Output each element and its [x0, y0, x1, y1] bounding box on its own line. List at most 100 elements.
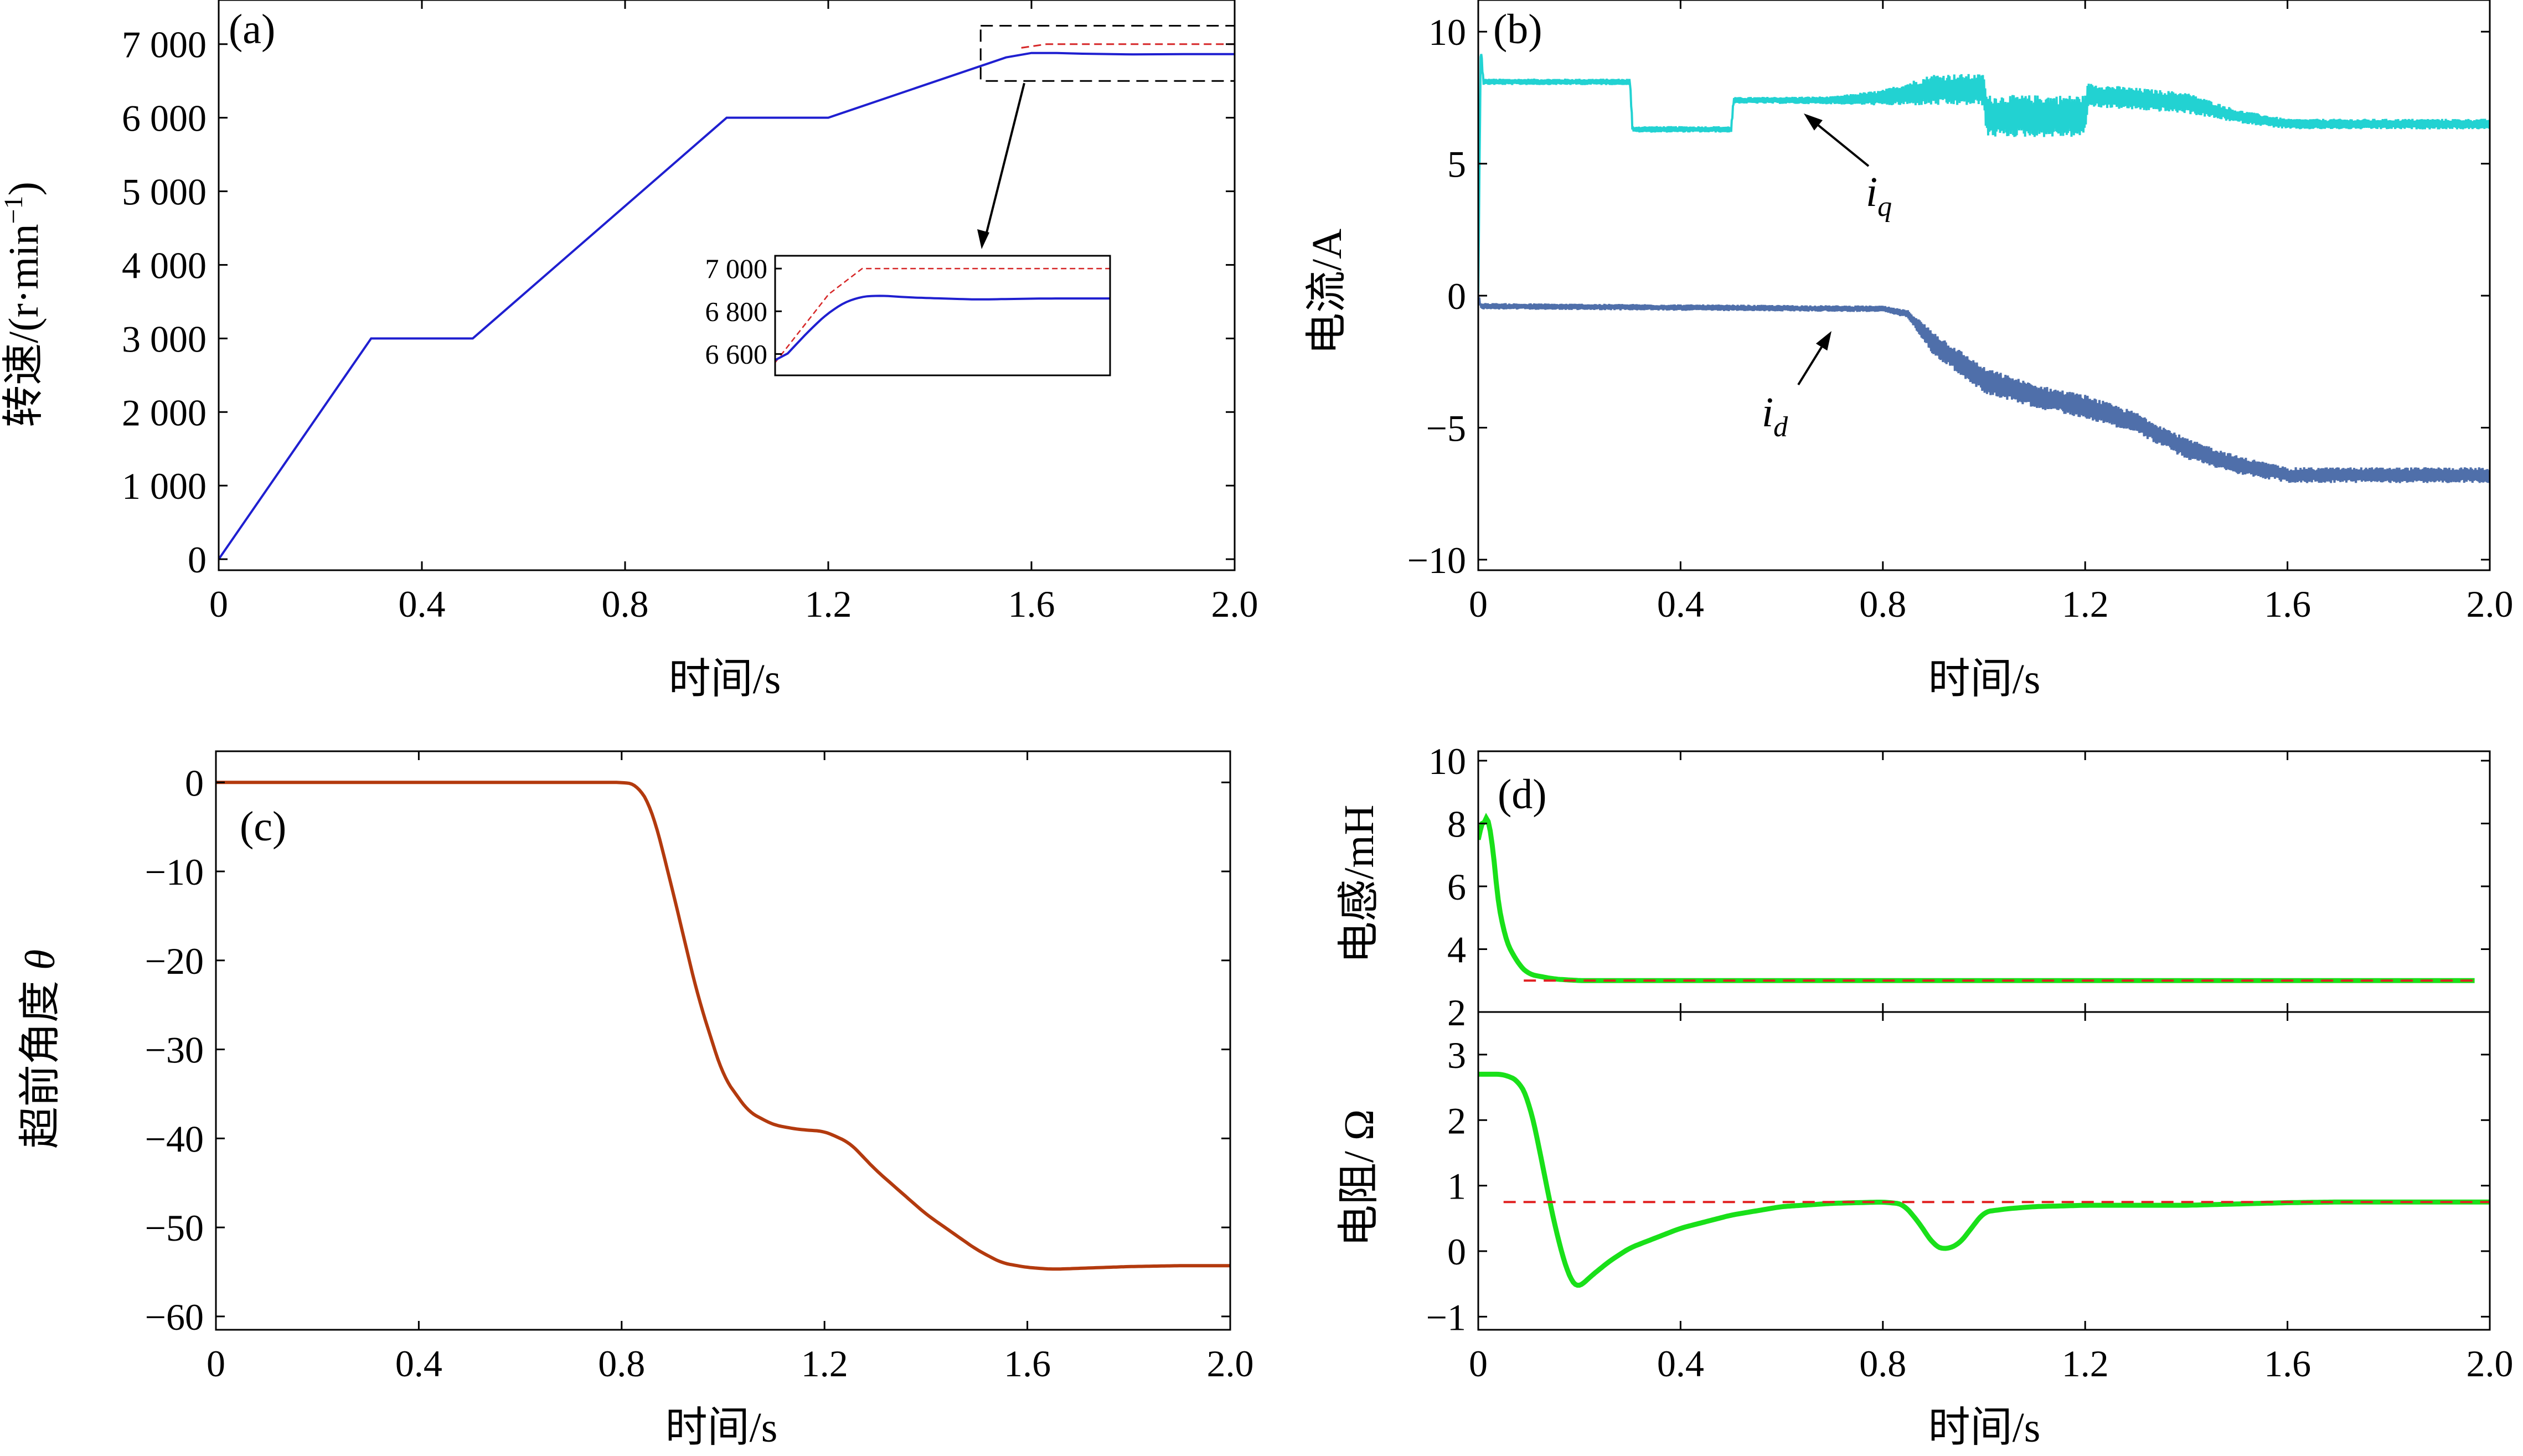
inset-ytick-label: 6 600	[705, 338, 768, 369]
panel-d-resistance-xtick-label: 1.2	[2062, 1343, 2109, 1385]
panel-a-xtick-label: 0.8	[602, 583, 649, 625]
panel-a-inset-frame	[774, 255, 1111, 376]
panel-a-xtick-label: 0.4	[399, 583, 446, 625]
panel-c-xtick-label: 1.6	[1004, 1343, 1051, 1385]
panel-d-xlabel: 时间/s	[1928, 1405, 2041, 1451]
panel-a-inset-traces	[775, 267, 1110, 363]
panel-c-panel-label: (c)	[240, 803, 286, 850]
panel-b-ytick-label: 10	[1428, 11, 1466, 53]
panel-a-speed: 0 0.4 0.8 1.2 1.6 2.0 0 1 000 2 000 3 000 4 000 5 0…	[0, 0, 1258, 703]
panel-a-ytick-label: 4 000	[122, 244, 207, 286]
panel-b-xtick-label: 1.6	[2264, 583, 2311, 625]
panel-d-resistance-frame	[1477, 1011, 2491, 1331]
panel-b-ytick-label: 0	[1447, 275, 1466, 317]
panel-a-ytick-label: 0	[188, 539, 207, 581]
inset-speed-actual-line	[775, 295, 1110, 362]
panel-b-ytick-label: −10	[1407, 539, 1466, 581]
panel-d-inductance-ytick-label: 2	[1447, 992, 1466, 1034]
panel-a-ylabel-close: )	[1, 182, 47, 195]
iq-label-base: i	[1866, 169, 1877, 215]
panel-a-xlabel: 时间/s	[669, 656, 781, 703]
panel-d-resistance-xtick-label: 0	[1469, 1343, 1488, 1385]
speed-actual-line	[219, 51, 1235, 560]
iq-current-line	[1478, 54, 2490, 293]
panel-a-ytick-label: 1 000	[122, 465, 207, 507]
panel-a-ylabel-sup: −1	[0, 195, 28, 224]
panel-c-xtick-label: 0	[207, 1343, 225, 1385]
panel-d-resistance-ytick-label: 3	[1447, 1034, 1466, 1076]
panel-c-ytick-label: −60	[145, 1296, 204, 1338]
panel-a-xtick-label: 0	[209, 583, 228, 625]
id-label-sub: d	[1773, 411, 1788, 443]
inset-ytick-label: 7 000	[705, 253, 768, 284]
iq-annotation-label: iq	[1866, 169, 1892, 223]
panel-c-advance-angle: 0 0.4 0.8 1.2 1.6 2.00−10−20−30−40−50−60 (c) …	[17, 750, 1254, 1451]
panel-b-traces	[1478, 54, 2490, 483]
panel-d-resistance-ylabel: 电阻/ Ω	[1336, 1109, 1382, 1247]
panel-c-ylabel-main: 超前角度	[17, 970, 64, 1149]
panel-b-ytick-label: −5	[1426, 407, 1466, 450]
panel-b-xlabel: 时间/s	[1928, 656, 2041, 703]
speed-reference-line	[1021, 43, 1235, 49]
panel-c-ytick-label: −40	[145, 1118, 204, 1160]
panel-d-resistance-ytick-label: 0	[1447, 1231, 1466, 1273]
advance-angle-line	[216, 781, 1230, 1271]
panel-b-xtick-label: 2.0	[2467, 583, 2514, 625]
panel-b-ytick-label: 5	[1447, 143, 1466, 185]
panel-a-xtick-label: 1.6	[1008, 583, 1055, 625]
iq-annotation-arrowhead	[1804, 113, 1823, 131]
panel-a-ytick-label: 3 000	[122, 318, 207, 360]
id-annotation-arrow	[1797, 346, 1823, 386]
panel-d-inductance-traces	[1478, 813, 2475, 983]
panel-d-resistance-xtick-label: 2.0	[2467, 1343, 2514, 1385]
panel-b-ticks: 0 0.4 0.8 1.2 1.6 2.0 −10 −5 0 5 10	[1407, 0, 2514, 625]
panel-a-ytick-label: 5 000	[122, 171, 207, 213]
panel-b-axes-frame	[1477, 0, 2491, 571]
panel-c-xlabel: 时间/s	[665, 1405, 778, 1451]
panel-c-xtick-label: 0.4	[395, 1343, 442, 1385]
panel-b-xtick-label: 0.8	[1859, 583, 1906, 625]
panel-a-ylabel-main: 转速/(r·min	[1, 224, 47, 427]
iq-annotation-arrow	[1818, 124, 1870, 167]
panel-a-inset: 6 600 6 800 7 000	[705, 253, 1111, 376]
panel-d-panel-label: (d)	[1498, 771, 1547, 818]
panel-c-ylabel-theta: θ	[17, 949, 64, 970]
id-annotation-label: id	[1762, 389, 1788, 443]
panel-c-ticks: 0 0.4 0.8 1.2 1.6 2.0 0 −10 −20 −30 −40 −50 −60	[145, 751, 1254, 1385]
panel-a-ytick-label: 6 000	[122, 97, 207, 140]
iq-label-sub: q	[1877, 191, 1892, 223]
inset-speed-reference-line	[775, 267, 1110, 363]
panel-d-inductance-ytick-label: 6	[1447, 866, 1466, 908]
panel-c-axes-frame	[215, 750, 1231, 1331]
panel-a-inset-ticks: 6 600 6 800 7 000	[705, 253, 782, 369]
panel-d-resistance-xtick-label: 0.4	[1657, 1343, 1704, 1385]
panel-a-zoom-arrow	[984, 82, 1025, 240]
panel-d-resistance-xtick-label: 0.8	[1859, 1343, 1906, 1385]
id-current-line	[1478, 295, 2490, 483]
panel-c-xtick-label: 1.2	[801, 1343, 848, 1385]
panel-d-inductance-ytick-label: 8	[1447, 803, 1466, 845]
panel-a-zoom-box	[979, 25, 1236, 82]
panel-a-traces	[219, 43, 1235, 560]
panel-b-annotations: iq id	[1762, 113, 1892, 443]
panel-b-xtick-label: 0	[1469, 583, 1488, 625]
panel-c-ytick-label: −30	[145, 1029, 204, 1071]
panel-c-ytick-label: 0	[185, 762, 204, 804]
panel-c-xtick-label: 2.0	[1207, 1343, 1254, 1385]
panel-a-xtick-label: 1.2	[805, 583, 852, 625]
panel-a-ticks: 0 0.4 0.8 1.2 1.6 2.0 0 1 000 2 000 3 000 4 000 5 0…	[122, 0, 1258, 625]
inset-ytick-label: 6 800	[705, 296, 768, 327]
panel-a-ytick-label: 2 000	[122, 391, 207, 433]
panel-a-ylabel: 转速/(r·min−1)	[0, 182, 47, 427]
id-label-base: i	[1762, 389, 1773, 436]
panel-d-resistance-ytick-label: 1	[1447, 1165, 1466, 1207]
panel-b-panel-label: (b)	[1493, 6, 1542, 53]
panel-a-xtick-label: 2.0	[1211, 583, 1258, 625]
panel-d-inductance-ylabel: 电感/mH	[1336, 804, 1382, 963]
panel-c-ytick-label: −50	[145, 1207, 204, 1249]
panel-c-traces	[216, 781, 1230, 1271]
